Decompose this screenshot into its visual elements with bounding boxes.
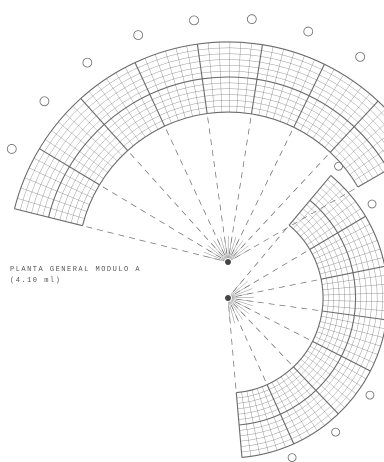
lower-hub-ray xyxy=(228,301,235,324)
upper-ring-line xyxy=(70,100,369,223)
upper-axis-line xyxy=(127,150,223,257)
lower-ring-line xyxy=(236,220,329,399)
lower-hub-ray xyxy=(230,300,247,317)
upper-hub-ray xyxy=(228,236,233,259)
upper-hub-ray xyxy=(230,242,246,260)
axis-bubble xyxy=(39,96,50,107)
lower-ring-line xyxy=(241,179,383,453)
lower-hub-ray xyxy=(230,277,245,296)
axis-bubble xyxy=(6,144,17,154)
upper-axis-line xyxy=(206,113,228,255)
lower-ring-line xyxy=(239,196,362,431)
upper-hub-ray xyxy=(230,240,243,259)
upper-hub-ray xyxy=(210,242,226,260)
upper-hub-ray xyxy=(220,237,228,259)
lower-grid-line xyxy=(322,284,384,290)
lower-ring-line xyxy=(240,183,378,447)
lower-hub-ray xyxy=(231,296,254,299)
axis-bubble xyxy=(367,199,377,209)
lower-hub-ray xyxy=(231,300,249,314)
upper-axis-line xyxy=(228,113,252,255)
upper-axis-line xyxy=(234,186,359,259)
upper-axis-line xyxy=(164,125,225,255)
upper-axis-line xyxy=(231,127,295,255)
axis-bubble xyxy=(331,427,341,437)
upper-hub-ray xyxy=(216,238,227,259)
lower-hub-ray xyxy=(229,301,239,322)
plan-title: PLANTA GENERAL MODULO A xyxy=(10,266,142,274)
upper-hub-ray xyxy=(205,248,225,261)
axis-bubble xyxy=(189,15,199,26)
lower-hub-ray xyxy=(231,298,254,302)
upper-hub-ray xyxy=(202,255,225,262)
axis-bubble xyxy=(287,453,297,462)
plan-subtitle: (4.10 ml) xyxy=(10,277,62,285)
upper-hub-ray xyxy=(203,251,225,261)
upper-grid-line xyxy=(340,124,384,164)
lower-grid-line xyxy=(322,305,384,311)
upper-hub-ray xyxy=(213,240,226,259)
axis-bubble xyxy=(365,390,375,400)
upper-bay-line xyxy=(14,208,83,227)
upper-hub-ray xyxy=(229,237,237,259)
lower-hub-ray xyxy=(231,288,253,297)
axis-bubble xyxy=(334,161,343,171)
upper-hub-ray xyxy=(231,248,251,261)
grid-axis-bubbles xyxy=(6,14,377,462)
lower-bay-line xyxy=(288,175,332,226)
lower-ring-line xyxy=(237,216,334,404)
lower-center-point xyxy=(225,295,231,301)
lower-ring-line xyxy=(240,191,367,436)
lower-ring-edge xyxy=(236,224,324,394)
axis-bubble xyxy=(303,26,314,37)
upper-axis-line xyxy=(233,152,331,257)
lower-hub-ray xyxy=(230,281,248,296)
lower-ring-edge xyxy=(239,199,357,426)
upper-axis-line xyxy=(99,184,222,259)
axis-bubble xyxy=(133,30,144,41)
lower-hub-ray xyxy=(231,284,251,297)
upper-ring-edge xyxy=(47,76,384,218)
upper-ring-line xyxy=(42,70,384,216)
upper-hub-ray xyxy=(229,238,240,259)
upper-hub-ray xyxy=(231,245,249,260)
lower-hub-ray xyxy=(231,299,252,311)
upper-hub-ray xyxy=(207,245,226,260)
axis-bubble xyxy=(355,52,366,62)
lower-ring-edge xyxy=(241,174,384,458)
upper-ring-edge xyxy=(13,41,384,209)
axis-bubble xyxy=(82,57,93,68)
lower-grid-line xyxy=(322,275,384,285)
lower-ring-line xyxy=(240,187,372,442)
axis-bubble xyxy=(246,14,257,25)
lower-hub-ray xyxy=(231,299,253,307)
upper-axis-line xyxy=(82,225,221,261)
lower-hub-ray xyxy=(230,301,243,320)
upper-hub-ray xyxy=(224,236,228,259)
lower-hub-ray xyxy=(228,301,231,324)
lower-grid-line xyxy=(322,292,384,296)
upper-center-point xyxy=(225,259,231,265)
lower-hub-ray xyxy=(231,292,254,298)
lower-grid-line xyxy=(322,300,384,303)
upper-fan-module xyxy=(13,41,384,265)
lower-bay-line xyxy=(322,310,384,321)
upper-ring-edge xyxy=(81,111,359,226)
